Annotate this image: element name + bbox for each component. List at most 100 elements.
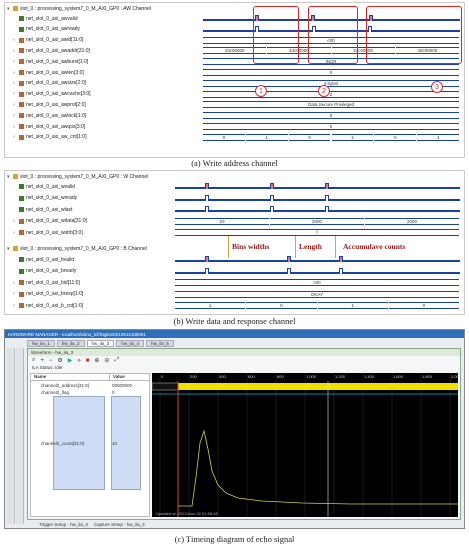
probe-name: channel2_address[31:0] (41, 383, 90, 388)
aw-channel-header[interactable]: ▾ slot_0 : processing_system7_0_M_AXI_GP… (7, 4, 151, 13)
waveform-window: Waveform - hw_ila_3 ⌕ + − ⚙ ▶ » ■ ⊕ ⊖ ⤢ … (27, 348, 462, 520)
bit-wave (175, 198, 460, 201)
expand-icon[interactable]: › (13, 101, 15, 108)
pulse (287, 256, 291, 262)
expand-icon[interactable]: › (13, 279, 15, 286)
play-icon[interactable]: ▶ (67, 358, 73, 364)
zoom-in-icon[interactable]: ⊕ (94, 358, 100, 364)
pulse (325, 206, 329, 212)
time-tick: 1,000 (306, 374, 317, 379)
signal-row[interactable]: › net_slot_0_axi_aw_cnt[1:0] (13, 133, 87, 142)
signal-row[interactable]: net_slot_0_axi_wlast (13, 205, 72, 214)
ila-tab[interactable]: hw_ila_1 (27, 340, 55, 347)
expand-icon[interactable]: › (13, 58, 15, 65)
signal-row[interactable]: › net_slot_0_axi_awburst[1:0] (13, 57, 88, 66)
wire-icon (19, 268, 24, 274)
signal-row[interactable]: › net_slot_0_axi_wdata[31:0] (13, 217, 87, 226)
marker-box-1 (253, 6, 299, 64)
bus-icon (19, 291, 24, 297)
signal-row[interactable]: › net_slot_0_axi_bresp[1:0] (13, 290, 83, 299)
add-icon[interactable]: + (40, 357, 44, 364)
signal-name: net_slot_0_axi_wstrb[3:0] (26, 229, 83, 236)
ila-tab[interactable]: hw_ila_2 (56, 340, 85, 347)
signal-row[interactable]: › net_slot_0_axi_wstrb[3:0] (13, 228, 83, 237)
signal-row[interactable]: net_slot_0_axi_awvalid (13, 14, 78, 23)
expand-icon[interactable]: › (13, 47, 15, 54)
probe-name: channel2_count[31:0] (41, 441, 85, 446)
waveform-canvas[interactable]: 0 200 400 600 800 1,000 1,200 1,400 1,600 1,800 2,… (151, 373, 462, 517)
expand-icon[interactable]: › (13, 291, 15, 297)
bottom-tab[interactable]: Trigger Setup - hw_ila_3 (39, 522, 88, 527)
signal-row[interactable]: › net_slot_0_axi_awcache[3:0] (13, 90, 91, 99)
ila-tab[interactable]: hw_ila_5 (146, 340, 174, 347)
signal-row[interactable]: › net_slot_0_axi_awsize[2:0] (13, 79, 86, 88)
signal-row[interactable]: › net_slot_0_axi_b_cnt[1:0] (13, 301, 83, 310)
settings-icon[interactable]: ⚙ (57, 358, 63, 364)
signal-row[interactable]: net_slot_0_axi_bready (13, 267, 76, 276)
pulse (311, 15, 315, 21)
signal-row[interactable]: net_slot_0_axi_wvalid (13, 182, 75, 191)
marker-circle-1: 1 (255, 85, 267, 97)
signal-row[interactable]: net_slot_0_axi_bvalid (13, 255, 74, 264)
bus-segment: 1 (317, 302, 388, 309)
time-tick: 600 (248, 374, 255, 379)
bottom-tab[interactable]: Capture Setup - hw_ila_3 (93, 522, 145, 527)
expand-icon[interactable]: › (13, 91, 15, 98)
signal-row[interactable]: › net_slot_0_axi_awlen[3:0] (13, 68, 84, 77)
expand-icon[interactable]: › (13, 123, 15, 130)
expand-icon[interactable]: › (13, 80, 15, 87)
bus-segment: 20 (175, 217, 269, 225)
bus-icon (19, 80, 24, 86)
probe-row[interactable]: channel2_address[31:0] 00000000 (31, 383, 149, 388)
w-channel-header[interactable]: ▾ slot_0 : processing_system7_0_M_AXI_GP… (7, 172, 148, 181)
collapse-icon[interactable]: ▾ (7, 5, 10, 12)
expand-icon[interactable]: › (13, 218, 15, 224)
pulse (287, 267, 291, 274)
fast-forward-icon[interactable]: » (77, 357, 81, 364)
ila-tab[interactable]: hw_ila_3 (86, 340, 115, 347)
signal-name: net_slot_0_axi_wready (26, 195, 78, 201)
signal-row[interactable]: › net_slot_0_axi_awaddr[31:0] (13, 46, 90, 55)
annot-bins: Bins widths (232, 242, 270, 251)
b-channel-header[interactable]: ▾ slot_0 : processing_system7_0_M_AXI_GP… (7, 244, 147, 253)
signal-row[interactable]: › net_slot_0_axi_bid[11:0] (13, 278, 80, 287)
waveform-toolbar: ⌕ + − ⚙ ▶ » ■ ⊕ ⊖ ⤢ (28, 356, 460, 365)
bit-wave (203, 19, 460, 21)
pulse (312, 25, 316, 32)
expand-icon[interactable]: › (13, 69, 15, 76)
wire-icon (19, 257, 24, 262)
bus-segment: 43c00000 (203, 47, 267, 55)
search-icon[interactable]: ⌕ (32, 357, 36, 363)
bus-icon (19, 134, 24, 140)
expand-icon[interactable]: › (13, 37, 15, 44)
probe-row[interactable]: channel2_flag 0 (31, 390, 149, 395)
signal-row[interactable]: › net_slot_0_axi_awid[11:0] (13, 36, 83, 45)
zoom-fit-icon[interactable]: ⤢ (114, 357, 120, 363)
signal-row[interactable]: net_slot_0_axi_wready (13, 194, 77, 203)
signal-row[interactable]: › net_slot_0_axi_awqos[3:0] (13, 122, 85, 131)
time-tick: 400 (219, 374, 226, 379)
collapse-icon[interactable]: ▾ (7, 245, 10, 252)
signal-row[interactable]: › net_slot_0_axi_awlock[1:0] (13, 111, 86, 120)
caption-c: (c) Timeing diagram of echo signal (174, 534, 295, 544)
ila-tab[interactable]: hw_ila_4 (116, 340, 145, 347)
signal-row[interactable]: net_slot_0_axi_awready (13, 25, 80, 34)
stop-icon[interactable]: ■ (85, 357, 90, 364)
zoom-out-icon[interactable]: ⊖ (104, 358, 110, 364)
ila-status: ILA Status: Idle (32, 365, 63, 370)
remove-icon[interactable]: − (48, 357, 53, 364)
probe-row[interactable]: channel2_count[31:0] 10 (31, 441, 149, 446)
expand-icon[interactable]: › (13, 112, 15, 119)
signal-row[interactable]: › net_slot_0_axi_awprot[2:0] (13, 100, 86, 109)
expand-icon[interactable]: › (13, 134, 15, 141)
hw-title: HARDWARE MANAGER - localhost/xilinx_tcf/… (8, 331, 146, 337)
marker-circle-2: 2 (318, 85, 330, 97)
expand-icon[interactable]: › (13, 302, 15, 309)
marker-box-2 (308, 6, 358, 64)
waveform-title: Waveform - hw_ila_3 (31, 350, 74, 355)
annot-acc: Accumulave counts (343, 242, 406, 251)
signal-name: net_slot_0_axi_awready (26, 26, 80, 33)
collapse-icon[interactable]: ▾ (7, 173, 10, 180)
expand-icon[interactable]: › (13, 229, 15, 236)
group-icon (13, 174, 18, 179)
